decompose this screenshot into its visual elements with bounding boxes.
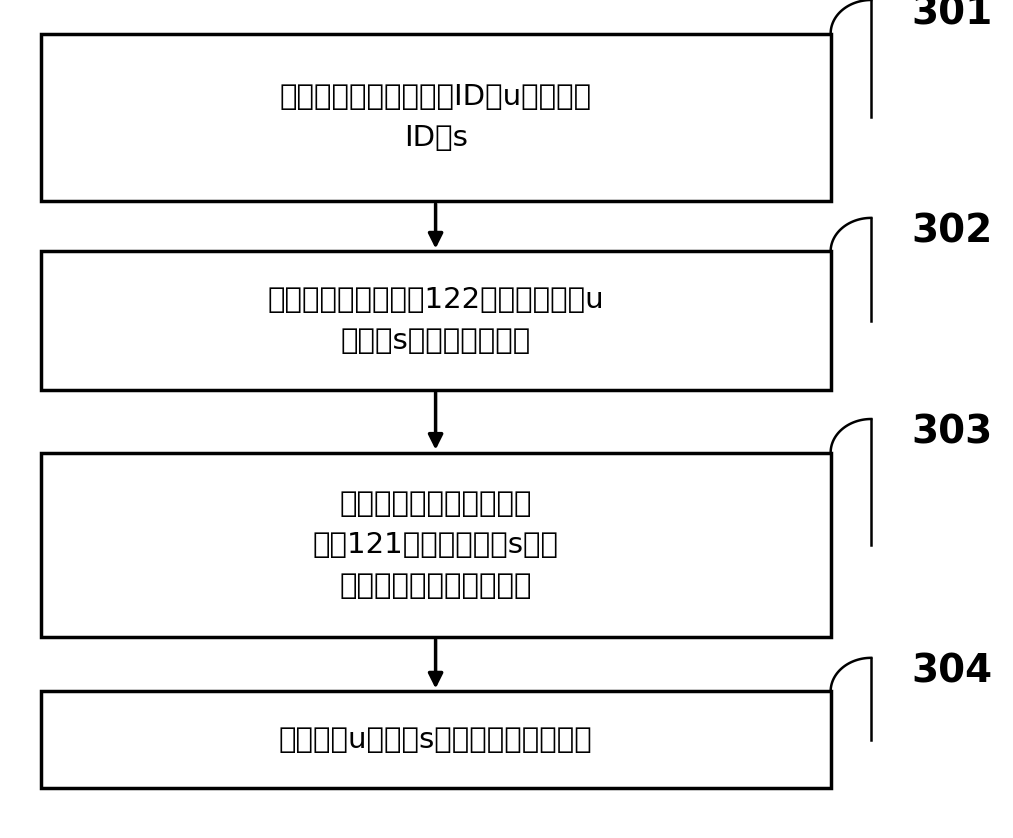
FancyBboxPatch shape	[41, 251, 831, 390]
Text: 从响应时间历史数据存储
单元121中取出与服务s相关
的服务响应时间历史数据: 从响应时间历史数据存储 单元121中取出与服务s相关 的服务响应时间历史数据	[313, 489, 558, 600]
Text: 301: 301	[912, 0, 993, 33]
FancyBboxPatch shape	[41, 453, 831, 637]
Text: 补足用户u对服务s的缺失服务响应时间: 补足用户u对服务s的缺失服务响应时间	[279, 726, 593, 753]
Text: 接收服务器发送的用户ID，u；和服务
ID，s: 接收服务器发送的用户ID，u；和服务 ID，s	[280, 83, 592, 152]
FancyBboxPatch shape	[41, 34, 831, 201]
Text: 304: 304	[912, 652, 993, 691]
Text: 302: 302	[912, 212, 993, 251]
FancyBboxPatch shape	[41, 691, 831, 788]
Text: 303: 303	[912, 413, 993, 452]
Text: 从补足模型存储单元122中取出与用户u
和服务s相关的模型参数: 从补足模型存储单元122中取出与用户u 和服务s相关的模型参数	[267, 286, 604, 355]
